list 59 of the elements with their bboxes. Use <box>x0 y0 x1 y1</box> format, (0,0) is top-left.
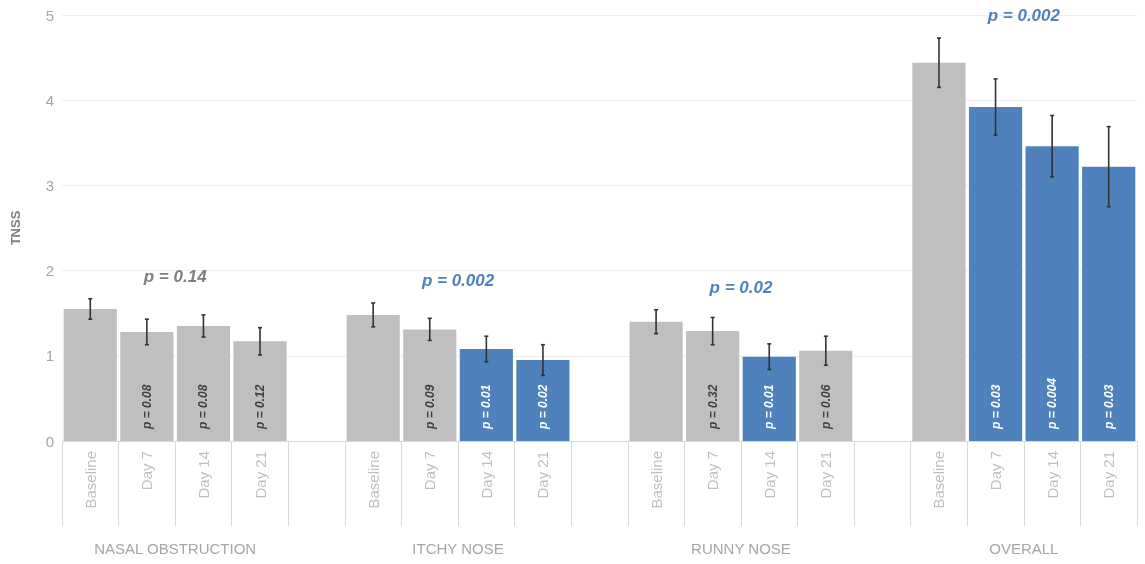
annotation: p = 0.14 <box>142 266 208 286</box>
x-tick-label: Baseline <box>364 451 382 509</box>
x-tick-label: Day 7 <box>421 451 439 491</box>
annotation: p = 0.004 <box>1045 377 1060 430</box>
annotation: p = 0.12 <box>253 384 268 430</box>
x-tick-label: Day 14 <box>760 451 778 499</box>
bar <box>176 325 231 441</box>
bar <box>346 314 400 441</box>
x-tick-label: Day 21 <box>251 451 269 499</box>
x-tick-label: Day 7 <box>138 451 156 491</box>
x-tick-label: Day 7 <box>987 451 1005 491</box>
bar <box>742 356 796 441</box>
bar <box>403 329 457 441</box>
x-tick-label: Day 14 <box>477 451 495 499</box>
y-tick-label: 5 <box>45 6 54 24</box>
bar <box>233 341 287 441</box>
annotation: p = 0.08 <box>139 384 154 430</box>
annotation: p = 0.32 <box>705 384 720 430</box>
y-tick-label: 4 <box>45 91 54 109</box>
x-tick-label: Baseline <box>647 451 665 509</box>
annotation: p = 0.09 <box>422 384 437 430</box>
text: NASAL OBSTRUCTION <box>94 539 257 557</box>
y-axis-title: TNSS <box>8 210 23 246</box>
bar <box>1025 146 1079 441</box>
y-tick-label: 0 <box>45 432 54 450</box>
annotation: p = 0.002 <box>986 6 1061 25</box>
annotation: p = 0.03 <box>1101 384 1116 430</box>
x-tick-label: Baseline <box>81 451 99 509</box>
annotation: p = 0.02 <box>708 277 773 297</box>
bar <box>799 350 853 441</box>
text: RUNNY NOSE <box>691 539 791 557</box>
bar <box>459 348 513 441</box>
bar <box>912 62 966 441</box>
annotation: p = 0.01 <box>479 384 494 430</box>
text: OVERALL <box>989 539 1059 557</box>
text: ITCHY NOSE <box>412 539 504 557</box>
bar <box>63 308 117 441</box>
annotation: p = 0.002 <box>420 270 495 290</box>
bar <box>120 331 174 441</box>
x-tick-label: Day 21 <box>534 451 552 499</box>
x-tick-label: Day 14 <box>194 451 212 499</box>
bar <box>629 321 683 441</box>
annotation: p = 0.08 <box>196 384 211 430</box>
y-tick-label: 1 <box>45 347 54 365</box>
bar <box>516 360 570 441</box>
x-tick-label: Day 7 <box>704 451 722 491</box>
x-tick-label: Baseline <box>930 451 948 509</box>
bar <box>968 107 1023 441</box>
y-tick-label: 3 <box>45 176 54 194</box>
x-tick-label: Day 21 <box>817 451 835 499</box>
bar <box>1082 166 1136 441</box>
x-tick-label: Day 14 <box>1043 451 1061 499</box>
y-tick-label: 2 <box>45 262 54 280</box>
annotation: p = 0.03 <box>988 384 1003 430</box>
bar <box>686 331 740 441</box>
x-tick-label: Day 21 <box>1100 451 1118 499</box>
annotation: p = 0.01 <box>762 384 777 430</box>
annotation: p = 0.02 <box>535 384 550 430</box>
annotation: p = 0.06 <box>818 384 833 430</box>
